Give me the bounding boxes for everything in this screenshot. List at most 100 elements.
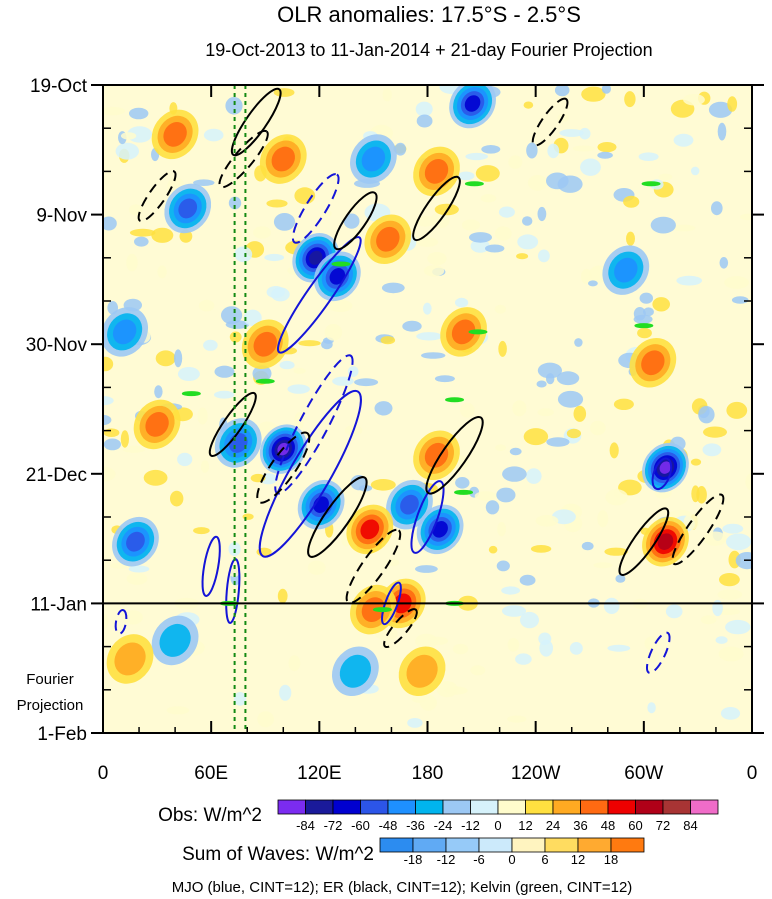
anomaly-patch	[605, 489, 628, 505]
anomaly-patch	[177, 453, 192, 466]
kelvin-contour	[373, 608, 391, 612]
anomaly-patch	[144, 470, 168, 486]
obs-colorbar-swatch	[636, 800, 664, 814]
obs-colorbar-swatch	[663, 800, 691, 814]
anomaly-patch	[476, 165, 500, 182]
kelvin-contour	[332, 262, 350, 266]
chart-title: OLR anomalies: 17.5°S - 2.5°S	[277, 2, 581, 27]
obs-colorbar-tick: -84	[296, 818, 315, 833]
anomaly-patch	[718, 123, 727, 141]
kelvin-contour	[635, 324, 653, 328]
anomaly-patch	[198, 408, 208, 425]
anomaly-patch	[271, 287, 290, 301]
kelvin-contour	[256, 379, 274, 383]
anomaly-patch	[460, 403, 475, 418]
waves-colorbar-tick: 18	[604, 852, 618, 867]
anomaly-patch	[435, 375, 455, 382]
waves-colorbar-label: Sum of Waves: W/m^2	[182, 844, 374, 865]
waves-colorbar-swatch	[413, 838, 446, 852]
anomaly-patch	[610, 442, 619, 458]
anomaly-patch	[308, 561, 326, 575]
anomaly-patch	[470, 665, 485, 675]
anomaly-patch	[720, 257, 729, 269]
anomaly-patch	[151, 228, 173, 243]
anomaly-patch	[582, 542, 594, 550]
anomaly-patch	[203, 340, 218, 351]
anomaly-patch	[134, 237, 149, 247]
anomaly-patch	[573, 146, 596, 152]
obs-colorbar-tick: 48	[601, 818, 615, 833]
anomaly-patch	[626, 232, 635, 246]
anomaly-patch	[683, 94, 705, 105]
anomaly-patch	[536, 515, 559, 527]
obs-colorbar-swatch	[306, 800, 334, 814]
anomaly-patch	[567, 429, 581, 438]
anomaly-patch	[497, 561, 510, 572]
anomaly-patch	[598, 142, 617, 152]
anomaly-patch	[465, 153, 488, 160]
anomaly-patch	[526, 468, 542, 484]
y-tick-label: 30-Nov	[26, 335, 88, 356]
y-tick-label: 1-Feb	[37, 724, 87, 745]
anomaly-patch	[126, 254, 137, 272]
anomaly-patch	[634, 315, 653, 324]
waves-colorbar-swatch	[380, 838, 413, 852]
waves-colorbar-tick: 6	[541, 852, 548, 867]
anomaly-patch	[666, 605, 683, 619]
obs-colorbar-swatch	[443, 800, 471, 814]
obs-colorbar-tick: 60	[628, 818, 642, 833]
anomaly-patch	[193, 527, 210, 534]
anomaly-patch	[719, 573, 740, 586]
anomaly-patch	[639, 152, 659, 161]
anomaly-patch	[614, 399, 634, 410]
anomaly-patch	[574, 406, 587, 422]
anomaly-patch	[278, 589, 288, 604]
anomaly-patch	[718, 589, 743, 600]
obs-colorbar-tick: -24	[434, 818, 453, 833]
obs-colorbar-tick: -48	[379, 818, 398, 833]
anomaly-patch	[381, 336, 396, 344]
anomaly-patch	[538, 633, 551, 646]
waves-colorbar-swatch	[545, 838, 578, 852]
anomaly-patch	[280, 361, 295, 369]
anomaly-patch	[321, 340, 333, 349]
anomaly-patch	[485, 245, 504, 253]
obs-colorbar-tick: -36	[406, 818, 425, 833]
anomaly-patch	[546, 173, 569, 190]
anomaly-patch	[588, 280, 598, 286]
obs-colorbar-swatch	[581, 800, 609, 814]
anomaly-patch	[624, 91, 635, 107]
anomaly-patch	[497, 522, 506, 536]
x-tick-label: 120E	[297, 763, 341, 784]
anomaly-patch	[732, 296, 749, 304]
anomaly-patch	[204, 129, 224, 142]
anomaly-patch	[647, 702, 655, 713]
waves-colorbar-swatch	[479, 838, 512, 852]
waves-colorbar-tick: 0	[508, 852, 515, 867]
anomaly-patch	[298, 340, 320, 346]
waves-colorbar-swatch	[446, 838, 479, 852]
anomaly-patch	[221, 306, 242, 324]
kelvin-contour	[455, 490, 473, 494]
anomaly-patch	[495, 305, 506, 314]
anomaly-patch	[121, 132, 136, 139]
obs-colorbar-tick: 0	[494, 818, 501, 833]
anomaly-patch	[721, 707, 740, 720]
y-tick-label: 9-Nov	[36, 206, 87, 227]
anomaly-patch	[716, 636, 728, 644]
anomaly-patch	[507, 716, 526, 723]
anomaly-patch	[121, 430, 129, 447]
anomaly-patch	[516, 253, 528, 259]
anomaly-patch	[97, 357, 113, 372]
anomaly-patch	[170, 491, 183, 507]
obs-colorbar-swatch	[388, 800, 416, 814]
anomaly-patch	[234, 247, 252, 263]
anomaly-patch	[294, 368, 306, 374]
anomaly-patch	[719, 647, 744, 662]
obs-colorbar-tick: 36	[573, 818, 587, 833]
anomaly-patch	[526, 143, 537, 159]
footer-note: MJO (blue, CINT=12); ER (black, CINT=12)…	[172, 879, 633, 896]
anomaly-patch	[640, 293, 653, 304]
obs-colorbar-swatch	[691, 800, 719, 814]
anomaly-patch	[711, 201, 723, 215]
